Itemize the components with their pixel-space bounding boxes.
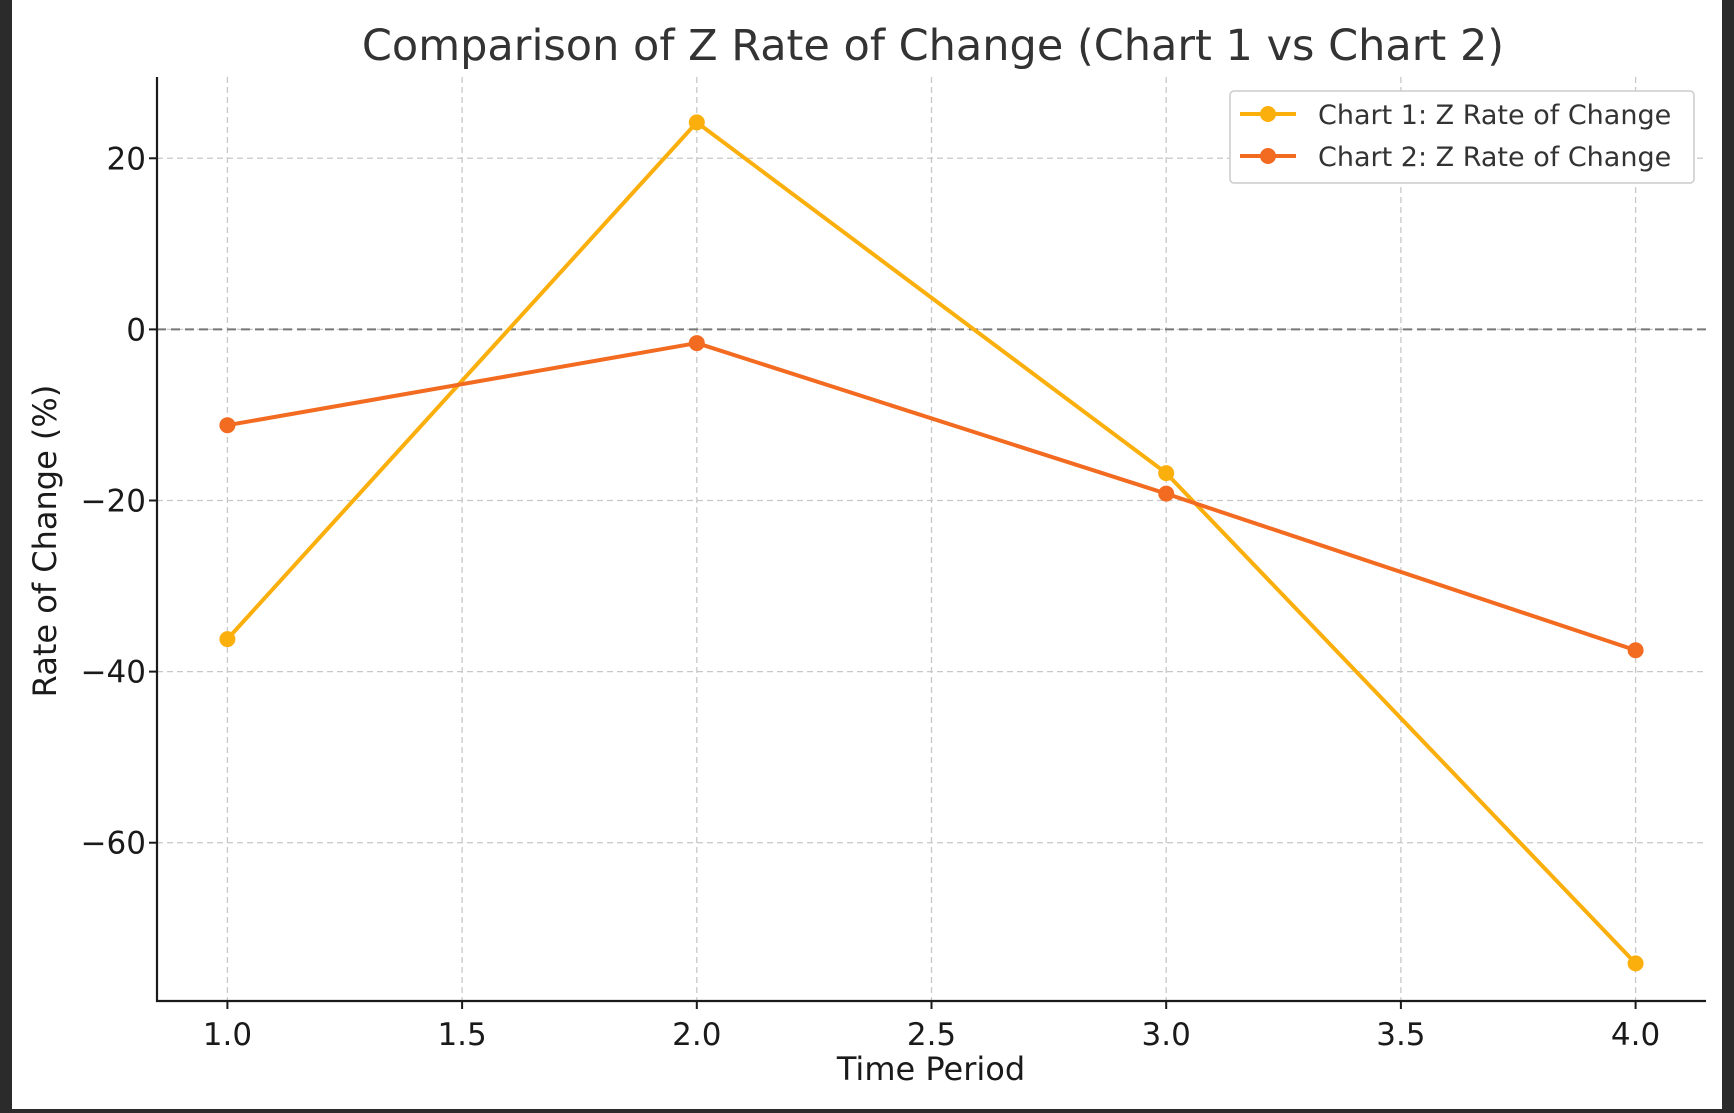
series-2 [219,335,1644,659]
x-tick-label: 2.5 [907,1017,956,1053]
axis-spines [155,77,1706,1003]
data-point [688,114,705,131]
x-axis-label: Time Period [836,1050,1025,1088]
data-point [688,335,705,352]
series-line [225,120,1638,965]
legend-marker-chart-1 [1260,106,1276,122]
y-tick-label: −40 [81,655,146,691]
x-tick-label: 1.5 [437,1017,486,1053]
x-tick-label: 4.0 [1611,1017,1660,1053]
data-point [1158,485,1175,502]
legend: Chart 1: Z Rate of Change Chart 2: Z Rat… [1229,90,1695,184]
grid [157,77,1706,1001]
data-point [1627,955,1644,972]
y-axis-label: Rate of Change (%) [26,385,64,698]
legend-entry-chart-2: Chart 2: Z Rate of Change [1240,142,1671,173]
legend-label-chart-2: Chart 2: Z Rate of Change [1318,142,1671,173]
x-tick-label: 3.5 [1376,1017,1425,1053]
data-point [1627,642,1644,659]
series-1 [219,114,1644,972]
series-layer [219,114,1644,972]
chart-title: Comparison of Z Rate of Change (Chart 1 … [362,21,1504,71]
y-tick-label: −20 [81,484,146,520]
legend-entry-chart-1: Chart 1: Z Rate of Change [1240,100,1671,131]
y-axis-ticks: 20 0 −20 −40 −60 [81,141,157,862]
y-tick-label: 0 [126,312,146,348]
legend-marker-chart-2 [1260,148,1276,164]
chart-frame [12,0,1722,1109]
x-tick-label: 2.0 [672,1017,721,1053]
data-point [219,631,236,648]
data-point [219,417,236,434]
x-axis-ticks: 1.0 1.5 2.0 2.5 3.0 3.5 4.0 [203,1001,1660,1053]
x-tick-label: 1.0 [203,1017,252,1053]
y-tick-label: −60 [81,826,146,862]
data-point [1158,465,1175,482]
y-tick-label: 20 [107,141,146,177]
legend-box [1229,90,1695,184]
series-line [227,341,1637,653]
x-tick-label: 3.0 [1142,1017,1191,1053]
legend-label-chart-1: Chart 1: Z Rate of Change [1318,100,1671,131]
